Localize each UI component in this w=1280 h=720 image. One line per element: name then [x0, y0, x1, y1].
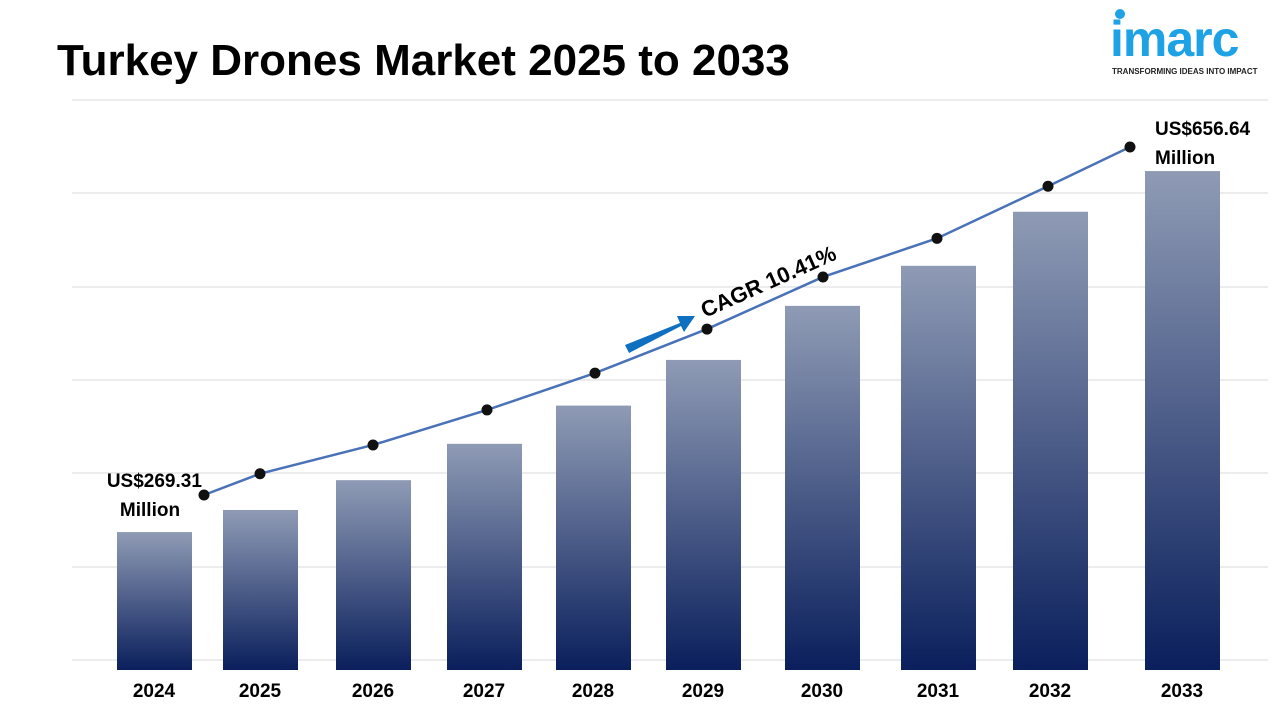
- logo-tagline: TRANSFORMING IDEAS INTO IMPACT: [1112, 67, 1258, 76]
- cagr-arrow-icon: [625, 316, 695, 353]
- bar-2027: [447, 443, 522, 670]
- bar-2026: [336, 480, 411, 670]
- bar-2025: [223, 509, 298, 670]
- x-tick-label: 2029: [682, 681, 724, 702]
- line-point-2030: [817, 271, 829, 283]
- line-point-2025: [254, 468, 266, 480]
- x-tick-label: 2030: [801, 681, 843, 702]
- logo-dot-icon: [1115, 9, 1125, 19]
- bar-2029: [666, 359, 741, 670]
- line-point-2027: [481, 404, 493, 416]
- line-point-2024: [198, 489, 210, 501]
- x-tick-label: 2027: [463, 681, 505, 702]
- line-point-2033: [1124, 141, 1136, 153]
- line-point-2028: [589, 367, 601, 379]
- x-tick-label: 2031: [917, 681, 960, 702]
- bar-2032: [1013, 211, 1088, 670]
- line-point-2031: [931, 232, 943, 244]
- trend-line: [203, 145, 1131, 497]
- bar-2028: [556, 405, 631, 670]
- imarc-logo: imarc TRANSFORMING IDEAS INTO IMPACT: [1108, 6, 1274, 76]
- bar-2024: [117, 532, 192, 670]
- bar-2031: [901, 265, 976, 670]
- line-point-2032: [1042, 180, 1054, 192]
- bar-2033: [1145, 171, 1220, 671]
- x-tick-label: 2024: [133, 681, 176, 702]
- x-tick-label: 2026: [352, 681, 394, 702]
- x-tick-label: 2032: [1029, 681, 1071, 702]
- x-tick-label: 2033: [1161, 681, 1203, 702]
- bar-2030: [785, 305, 860, 670]
- end-value-label: US$656.64 Million: [1155, 119, 1255, 169]
- start-value-label: US$269.31 Million: [107, 471, 207, 521]
- x-tick-label: 2025: [239, 681, 282, 702]
- line-point-2029: [701, 323, 713, 335]
- chart-title: Turkey Drones Market 2025 to 2033: [57, 36, 790, 85]
- x-tick-label: 2028: [572, 681, 614, 702]
- logo-wordmark: imarc: [1110, 11, 1239, 67]
- line-point-2026: [367, 439, 379, 451]
